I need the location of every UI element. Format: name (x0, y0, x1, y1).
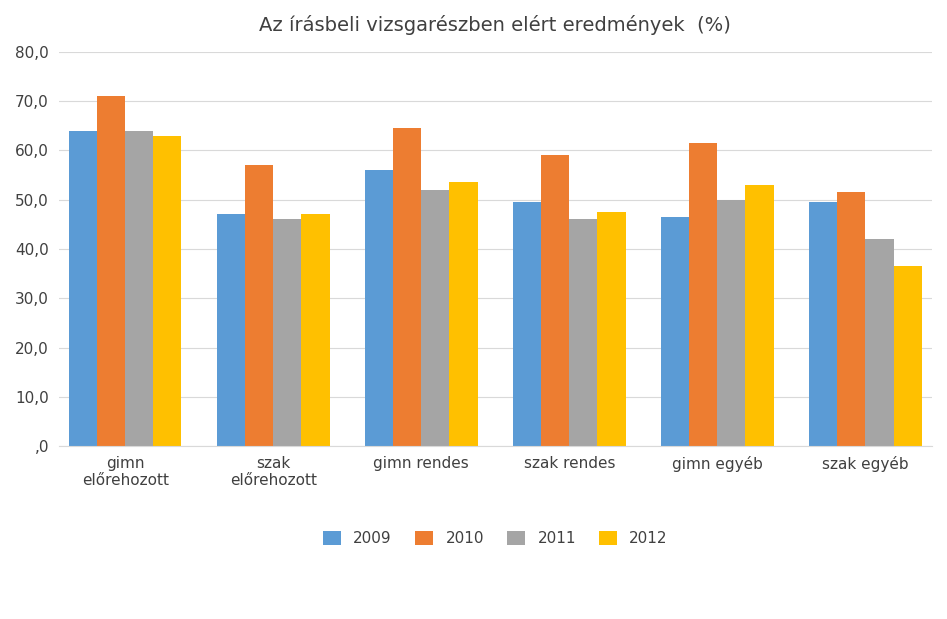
Bar (745, 185, 774, 446)
Bar (809, 202, 837, 446)
Bar (450, 183, 477, 446)
Bar (301, 214, 330, 446)
Bar (125, 131, 153, 446)
Bar (153, 136, 182, 446)
Bar (217, 214, 245, 446)
Bar (598, 212, 626, 446)
Bar (274, 219, 301, 446)
Bar (69, 131, 98, 446)
Bar (513, 202, 541, 446)
Bar (365, 170, 393, 446)
Bar (837, 193, 866, 446)
Bar (894, 266, 921, 446)
Bar (245, 165, 274, 446)
Bar (689, 143, 717, 446)
Bar (717, 200, 745, 446)
Bar (421, 190, 450, 446)
Bar (393, 128, 421, 446)
Bar (661, 217, 689, 446)
Title: Az írásbeli vizsgarészben elért eredmények  (%): Az írásbeli vizsgarészben elért eredmény… (259, 15, 731, 35)
Bar (98, 96, 125, 446)
Bar (866, 239, 894, 446)
Bar (569, 219, 598, 446)
Legend: 2009, 2010, 2011, 2012: 2009, 2010, 2011, 2012 (316, 525, 674, 552)
Bar (541, 155, 569, 446)
